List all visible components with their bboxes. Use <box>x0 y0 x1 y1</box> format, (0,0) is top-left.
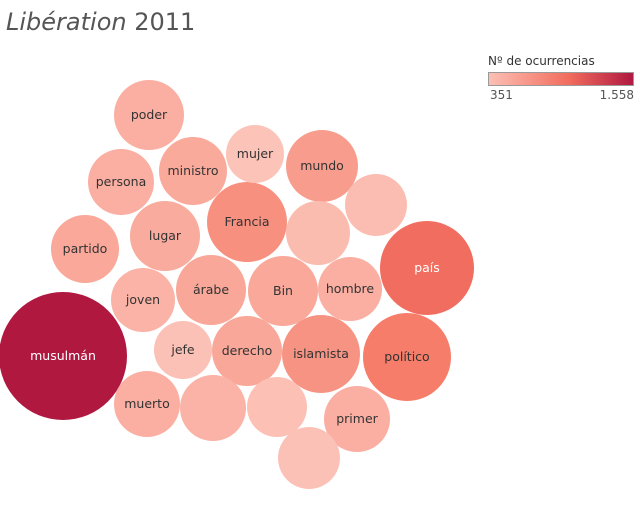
title-year: 2011 <box>134 8 196 36</box>
bubble-país[interactable] <box>380 221 474 315</box>
legend-labels: 351 1.558 <box>488 88 636 104</box>
bubble-jefe[interactable] <box>154 321 212 379</box>
bubble-ministro[interactable] <box>159 137 227 205</box>
bubble-hombre[interactable] <box>318 257 382 321</box>
bubble-primer[interactable] <box>324 386 390 452</box>
legend-gradient-bar <box>488 72 634 86</box>
bubble-unlabeled[interactable] <box>247 377 307 437</box>
title-source: Libération <box>6 8 127 36</box>
bubble-label: hombre <box>326 281 375 296</box>
bubble-Francia[interactable] <box>207 182 287 262</box>
bubble-label: derecho <box>222 343 273 358</box>
bubble-label: poder <box>131 107 168 122</box>
bubble-persona[interactable] <box>88 149 154 215</box>
bubble-label: primer <box>336 411 378 426</box>
color-legend: Nº de ocurrencias 351 1.558 <box>488 54 636 104</box>
bubble-joven[interactable] <box>111 268 175 332</box>
bubble-label: país <box>414 260 440 275</box>
bubble-musulmán[interactable] <box>0 292 127 420</box>
bubble-mujer[interactable] <box>226 125 284 183</box>
bubble-unlabeled[interactable] <box>286 201 350 265</box>
legend-title: Nº de ocurrencias <box>488 54 595 68</box>
bubble-label: mundo <box>300 158 344 173</box>
bubble-unlabeled[interactable] <box>345 174 407 236</box>
bubble-label: musulmán <box>30 348 96 363</box>
bubble-mundo[interactable] <box>286 130 358 202</box>
bubble-partido[interactable] <box>51 215 119 283</box>
bubble-label: mujer <box>237 146 274 161</box>
bubble-label: jefe <box>170 342 195 357</box>
bubble-derecho[interactable] <box>212 316 282 386</box>
bubble-label: lugar <box>149 228 182 243</box>
bubble-Bin[interactable] <box>248 256 318 326</box>
bubble-label: político <box>384 349 429 364</box>
bubble-unlabeled[interactable] <box>278 427 340 489</box>
bubble-label: islamista <box>293 346 349 361</box>
bubble-label: joven <box>125 292 160 307</box>
bubble-label: Bin <box>273 283 293 298</box>
bubble-label: Francia <box>224 214 269 229</box>
bubble-label: partido <box>63 241 108 256</box>
bubble-político[interactable] <box>363 313 451 401</box>
legend-min-label: 351 <box>490 88 513 102</box>
bubble-poder[interactable] <box>114 80 184 150</box>
bubble-label: árabe <box>193 282 229 297</box>
bubble-lugar[interactable] <box>130 201 200 271</box>
bubble-árabe[interactable] <box>176 255 246 325</box>
bubble-label: ministro <box>168 163 219 178</box>
chart-title: Libération 2011 <box>6 8 195 36</box>
legend-max-label: 1.558 <box>599 88 634 102</box>
bubble-islamista[interactable] <box>282 315 360 393</box>
bubble-label: muerto <box>124 396 169 411</box>
bubble-muerto[interactable] <box>114 371 180 437</box>
bubble-label: persona <box>96 174 147 189</box>
bubble-unlabeled[interactable] <box>180 375 246 441</box>
